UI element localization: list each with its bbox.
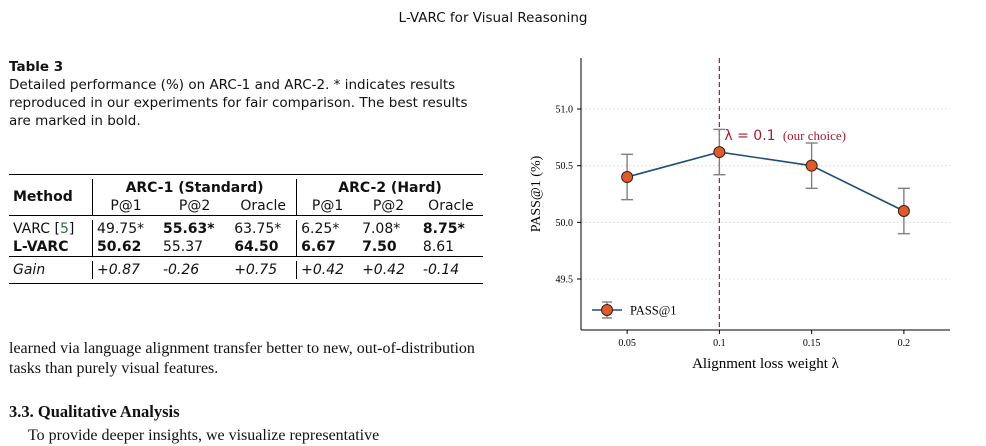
body-paragraph-cutoff: To provide deeper insights, we visualize…	[28, 427, 380, 444]
annotation-math: λ = 0.1	[724, 128, 775, 144]
cell-best: 64.50	[234, 239, 279, 255]
series-line-pass1	[626, 151, 905, 212]
table-row-gain: Gain +0.87 -0.26 +0.75 +0.42 +0.42 -0.14	[9, 261, 483, 279]
x-tick-label: 0.2	[898, 338, 911, 349]
y-tick-label: 50.5	[556, 161, 574, 172]
sub-header: P@1	[296, 197, 359, 216]
y-tick-label: 50.0	[556, 218, 574, 229]
choice-annotation: λ = 0.1 (our choice)	[724, 128, 846, 144]
cell: +0.42	[296, 261, 359, 279]
results-table: Method ARC-1 (Standard) ARC-2 (Hard) P@1…	[9, 174, 483, 284]
table-row: L-VARC 50.62 55.37 64.50 6.67 7.50 8.61	[9, 238, 483, 257]
annotation-note: (our choice)	[783, 128, 846, 143]
cell: 7.08*	[362, 221, 401, 237]
axes-layer	[580, 58, 950, 331]
group-header-arc1: ARC-1 (Standard)	[92, 179, 297, 197]
x-tick-label: 0.1	[713, 338, 726, 349]
table-caption-title: Table 3	[9, 59, 64, 75]
sub-header: Oracle	[428, 198, 474, 214]
table-row: VARC [5] 49.75* 55.63* 63.75* 6.25* 7.08…	[9, 220, 483, 238]
cell: +0.75	[234, 262, 278, 278]
cell-best: 55.63*	[162, 221, 215, 237]
x-tick-label: 0.05	[618, 338, 636, 349]
cell: +0.87	[92, 261, 159, 279]
row-method: VARC [5]	[13, 221, 75, 237]
cell: 49.75*	[92, 220, 159, 238]
cell: -0.14	[422, 262, 460, 278]
error-bars-layer	[621, 128, 910, 235]
group-header-arc2: ARC-2 (Hard)	[296, 179, 483, 197]
y-tick-label: 51.0	[556, 105, 574, 116]
legend-label: PASS@1	[630, 304, 677, 318]
data-points-layer	[621, 146, 910, 217]
grid-layer	[581, 108, 950, 280]
row-method: L-VARC	[13, 239, 69, 255]
running-header: L-VARC for Visual Reasoning	[398, 10, 588, 26]
x-tick-label: 0.15	[803, 338, 821, 349]
citation-link[interactable]: 5	[60, 221, 69, 237]
y-axis-label: PASS@1 (%)	[529, 155, 544, 232]
cell-best: 8.75*	[422, 221, 465, 237]
x-axis-label: Alignment loss weight λ	[692, 356, 840, 372]
method-name: VARC	[13, 221, 51, 237]
sub-header: Oracle	[240, 198, 286, 214]
body-paragraph: learned via language alignment transfer …	[9, 340, 475, 377]
legend: PASS@1	[592, 301, 677, 319]
cell-best: 50.62	[92, 238, 159, 257]
table-caption: Table 3 Detailed performance (%) on ARC-…	[9, 58, 489, 130]
cell: 63.75*	[234, 221, 282, 237]
row-method: Gain	[13, 262, 46, 278]
data-point	[621, 171, 634, 183]
cell-best: 7.50	[362, 239, 397, 255]
section-heading: 3.3. Qualitative Analysis	[9, 402, 180, 421]
cell: 8.61	[422, 239, 455, 255]
cell: 6.25*	[296, 220, 359, 238]
table-caption-text: Detailed performance (%) on ARC-1 and AR…	[9, 77, 468, 129]
data-point	[805, 159, 818, 172]
sub-header: P@2	[178, 198, 211, 214]
sub-header: P@2	[372, 198, 405, 214]
cell: -0.26	[162, 262, 200, 278]
y-tick-label: 49.5	[556, 275, 574, 286]
sub-header: P@1	[92, 197, 159, 216]
cell-best: 6.67	[296, 238, 359, 257]
data-point	[897, 205, 910, 217]
ticks-layer: 49.5 50.0 50.5 51.0 0.05 0.1 0.15 0.2	[556, 105, 911, 350]
cell: 55.37	[162, 239, 204, 255]
method-header: Method	[13, 189, 73, 205]
cell: +0.42	[362, 262, 405, 278]
legend-marker	[601, 304, 613, 316]
alignment-weight-chart: 49.5 50.0 50.5 51.0 0.05 0.1 0.15 0.2 λ = 0.1 (…	[529, 58, 950, 372]
data-point	[713, 146, 726, 159]
